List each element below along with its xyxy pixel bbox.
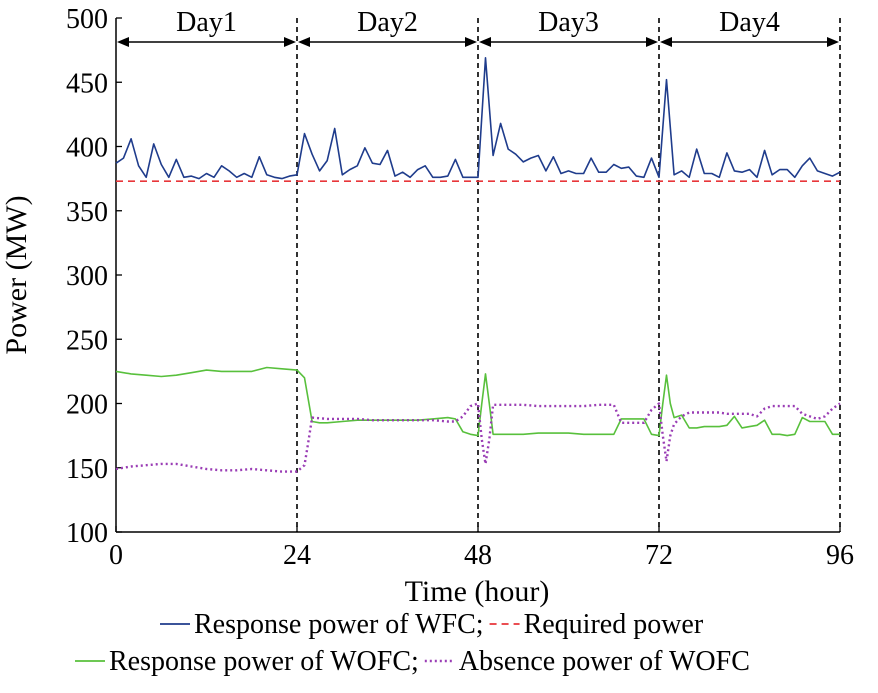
legend-label-0: Response power of WFC; xyxy=(194,609,484,640)
arrow-left-icon xyxy=(660,37,672,47)
series-group xyxy=(115,56,841,473)
x-tick-label: 72 xyxy=(645,540,673,571)
y-tick-label: 400 xyxy=(66,133,108,164)
y-tick-label: 450 xyxy=(66,68,108,99)
y-tick-label: 100 xyxy=(66,518,108,549)
x-tick-label: 24 xyxy=(283,540,311,571)
x-axis-label: Time (hour) xyxy=(405,575,550,608)
x-tick-label: 96 xyxy=(826,540,854,571)
legend-label-2: Response power of WOFC; xyxy=(109,646,419,677)
day-label: Day3 xyxy=(538,7,599,38)
series-line-3 xyxy=(115,402,841,473)
y-tick-label: 500 xyxy=(66,4,108,35)
x-tick-label: 0 xyxy=(109,540,123,571)
day-label: Day2 xyxy=(357,7,418,38)
series-line-2 xyxy=(115,366,840,437)
arrow-left-icon xyxy=(298,37,310,47)
legend-label-1: Required power xyxy=(524,609,704,640)
y-tick-label: 300 xyxy=(66,261,108,292)
arrow-right-icon xyxy=(465,37,477,47)
y-tick-label: 350 xyxy=(66,197,108,228)
series-line-0 xyxy=(115,56,841,180)
y-tick-label: 200 xyxy=(66,390,108,421)
day-label: Day1 xyxy=(176,7,237,38)
arrow-left-icon xyxy=(479,37,491,47)
y-tick-label: 250 xyxy=(66,325,108,356)
legend-label-3: Absence power of WOFC xyxy=(459,646,750,677)
x-tick-label: 48 xyxy=(464,540,492,571)
day-dividers xyxy=(296,18,841,532)
day-label: Day4 xyxy=(719,7,780,38)
y-axis-label: Power (MW) xyxy=(0,195,33,354)
tick-labels: 100 150 200 250 300 350 400 450 500 0 24 48 72 96 xyxy=(66,4,854,571)
arrow-right-icon xyxy=(827,37,839,47)
arrow-right-icon xyxy=(284,37,296,47)
y-tick-label: 150 xyxy=(66,454,108,485)
legend: Response power of WFC; Required power Resp… xyxy=(75,609,750,677)
arrow-right-icon xyxy=(646,37,658,47)
day-labels: Day1 Day2 Day3 Day4 xyxy=(117,7,839,47)
arrow-left-icon xyxy=(117,37,129,47)
